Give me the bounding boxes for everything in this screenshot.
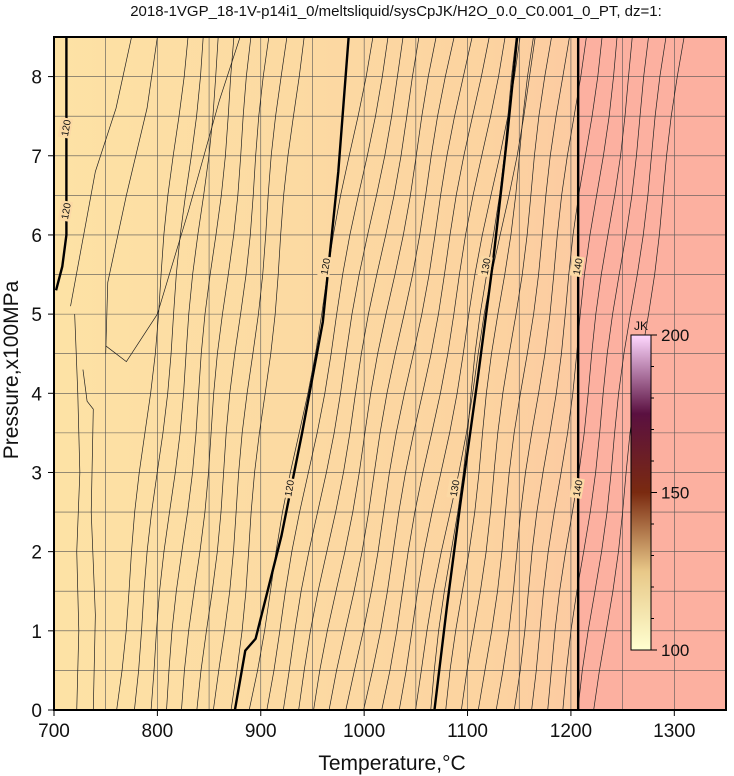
svg-text:120: 120 [60, 202, 74, 221]
colorbar-tick-label: 150 [661, 484, 689, 503]
minor-contour-line [105, 37, 241, 363]
minor-contour-line [547, 37, 633, 710]
minor-contour-line [398, 37, 521, 710]
minor-contour-line [248, 37, 374, 710]
y-tick-label: 4 [31, 384, 42, 405]
minor-contour-line [363, 37, 490, 710]
svg-text:120: 120 [60, 119, 74, 138]
y-axis: 0 1 2 3 4 5 6 7 8 [31, 68, 54, 722]
svg-text:130: 130 [480, 257, 494, 276]
contour-label: 120 [281, 477, 297, 500]
minor-contour-line [313, 37, 437, 710]
contour-label: 140 [569, 477, 586, 500]
y-tick-label: 7 [31, 147, 42, 168]
minor-contour-line [461, 37, 552, 710]
contour-label: 130 [477, 255, 494, 278]
x-tick-label: 900 [245, 721, 277, 742]
svg-text:120: 120 [320, 257, 334, 276]
colorbar-gradient [630, 334, 652, 651]
minor-contour-line [74, 314, 81, 710]
y-tick-label: 2 [31, 543, 42, 564]
minor-contour-line [577, 37, 667, 710]
y-tick-label: 8 [31, 68, 42, 89]
minor-contour-line [150, 37, 219, 710]
minor-contour-line [134, 37, 204, 710]
minor-contours [70, 37, 685, 710]
svg-text:140: 140 [572, 257, 586, 276]
minor-contour-line [562, 37, 649, 710]
minor-contour-line [105, 37, 158, 354]
chart-title: 2018-1VGP_18-1V-p14i1_0/meltsliquid/sysC… [130, 3, 662, 20]
x-axis-label: Temperature,°C [318, 752, 465, 775]
contour-labels: 120 120 120 120 130 130 140 140 [57, 116, 586, 500]
colorbar-tick-label: 200 [661, 326, 689, 345]
minor-contour-line [531, 37, 618, 710]
minor-contour-line [298, 37, 420, 710]
x-tick-label: 800 [142, 721, 174, 742]
x-axis: 700 800 900 1000 1100 1200 1300 [38, 710, 695, 742]
minor-contour-line [477, 37, 570, 710]
contour-label: 120 [317, 255, 334, 278]
minor-contour-line [381, 37, 506, 710]
y-axis-label: Pressure,x100MPa [0, 280, 23, 459]
plot-frame [53, 36, 727, 711]
minor-contour-line [495, 37, 587, 710]
heatmap-high-region [578, 37, 726, 710]
contour-label: 140 [569, 255, 586, 278]
x-tick-label: 1100 [447, 721, 488, 742]
x-tick-label: 700 [38, 721, 70, 742]
x-tick-label: 1200 [550, 721, 592, 742]
contour-line-130 [433, 37, 519, 710]
colorbar: JK 100 150 200 [630, 319, 689, 660]
minor-contour-line [345, 37, 473, 710]
minor-contour-line [230, 37, 305, 710]
plot-area: 120 120 120 120 130 130 140 140 [53, 36, 727, 711]
minor-contour-line [266, 37, 389, 710]
minor-contour-line [196, 37, 270, 710]
minor-contour-line [181, 37, 252, 710]
y-tick-label: 0 [31, 701, 42, 722]
minor-contour-line [415, 37, 536, 710]
svg-text:120: 120 [283, 479, 297, 498]
minor-contour-line [445, 37, 534, 710]
minor-contour-line [116, 37, 189, 710]
contour-label: 120 [57, 116, 74, 139]
y-tick-label: 6 [31, 226, 42, 247]
svg-text:140: 140 [572, 479, 586, 498]
minor-contour-line [166, 37, 235, 710]
y-tick-label: 3 [31, 463, 42, 484]
x-tick-label: 1000 [343, 721, 385, 742]
colorbar-unit: JK [634, 319, 648, 333]
minor-contour-line [213, 37, 288, 710]
minor-contour-line [282, 37, 404, 710]
x-tick-label: 1300 [653, 721, 695, 742]
svg-text:130: 130 [449, 479, 463, 498]
colorbar-tick-label: 100 [661, 641, 689, 660]
minor-contour-line [70, 37, 132, 307]
colorbar-ticks: 100 150 200 [651, 326, 689, 660]
contour-label: 130 [446, 477, 463, 500]
y-tick-label: 1 [31, 622, 42, 643]
minor-contour-line [513, 37, 603, 710]
contour-label: 120 [57, 200, 74, 222]
y-tick-label: 5 [31, 305, 42, 326]
minor-contour-line [82, 369, 96, 710]
minor-contour-line [328, 37, 455, 710]
